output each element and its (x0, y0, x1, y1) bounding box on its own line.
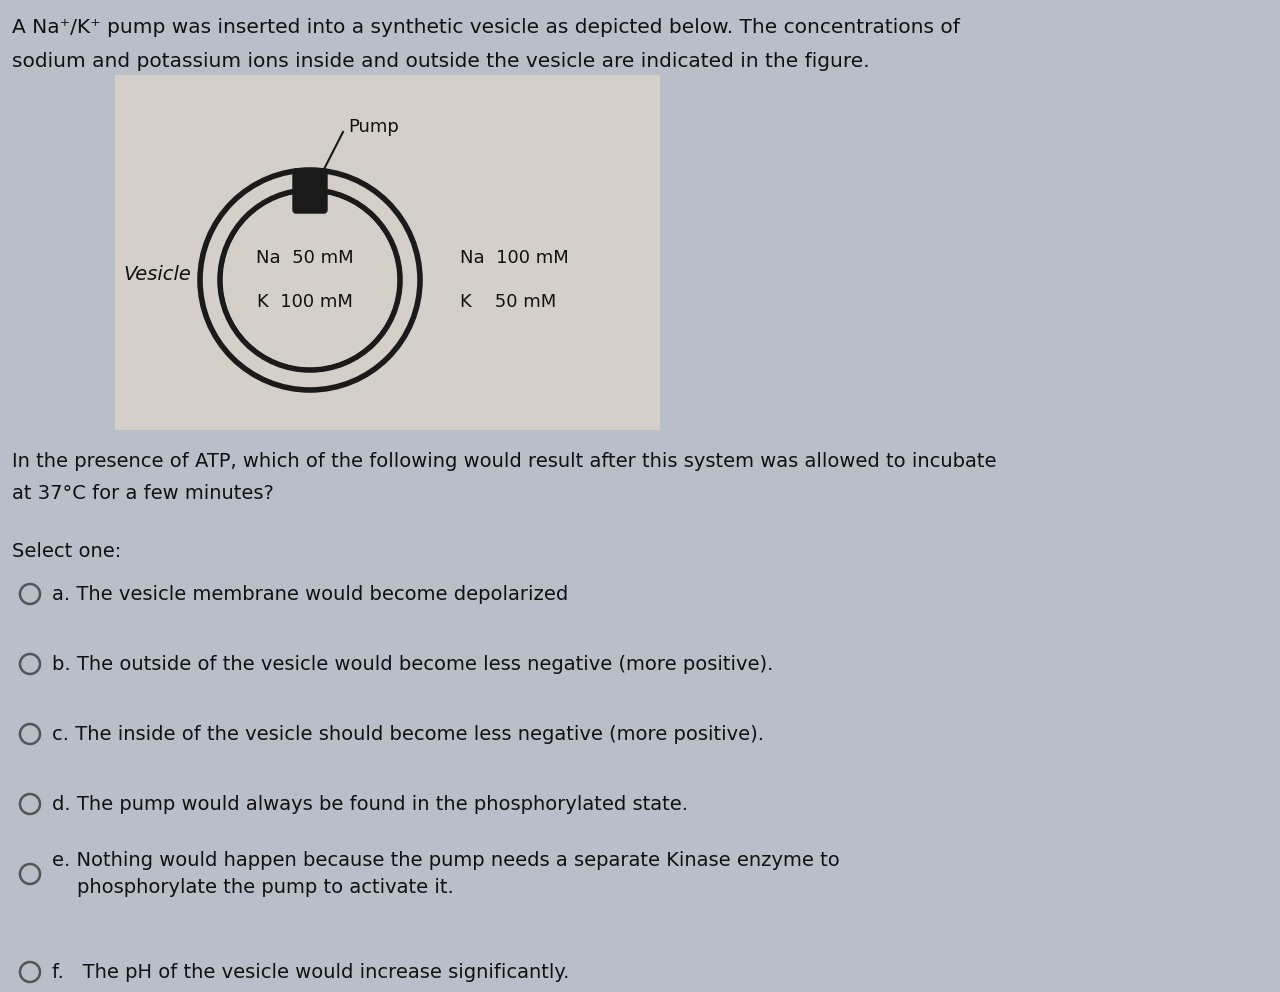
Text: Na  50 mM: Na 50 mM (256, 249, 353, 267)
Text: K  100 mM: K 100 mM (257, 293, 353, 311)
Text: Pump: Pump (348, 118, 399, 136)
Text: d. The pump would always be found in the phosphorylated state.: d. The pump would always be found in the… (52, 795, 689, 813)
Text: Vesicle: Vesicle (123, 266, 191, 285)
Circle shape (221, 192, 398, 368)
Text: K    50 mM: K 50 mM (460, 293, 557, 311)
Text: Na  100 mM: Na 100 mM (460, 249, 568, 267)
Text: f.   The pH of the vesicle would increase significantly.: f. The pH of the vesicle would increase … (52, 962, 570, 981)
Circle shape (207, 178, 412, 382)
Text: sodium and potassium ions inside and outside the vesicle are indicated in the fi: sodium and potassium ions inside and out… (12, 52, 869, 71)
Circle shape (223, 193, 397, 367)
Text: A Na⁺/K⁺ pump was inserted into a synthetic vesicle as depicted below. The conce: A Na⁺/K⁺ pump was inserted into a synthe… (12, 18, 960, 37)
Text: e. Nothing would happen because the pump needs a separate Kinase enzyme to
    p: e. Nothing would happen because the pump… (52, 851, 840, 897)
Text: at 37°C for a few minutes?: at 37°C for a few minutes? (12, 484, 274, 503)
FancyBboxPatch shape (293, 169, 326, 213)
Text: c. The inside of the vesicle should become less negative (more positive).: c. The inside of the vesicle should beco… (52, 724, 764, 743)
Text: b. The outside of the vesicle would become less negative (more positive).: b. The outside of the vesicle would beco… (52, 655, 773, 674)
Text: In the presence of ATP, which of the following would result after this system wa: In the presence of ATP, which of the fol… (12, 452, 997, 471)
Bar (115, 75, 660, 430)
Text: Select one:: Select one: (12, 542, 122, 561)
Text: a. The vesicle membrane would become depolarized: a. The vesicle membrane would become dep… (52, 584, 568, 603)
